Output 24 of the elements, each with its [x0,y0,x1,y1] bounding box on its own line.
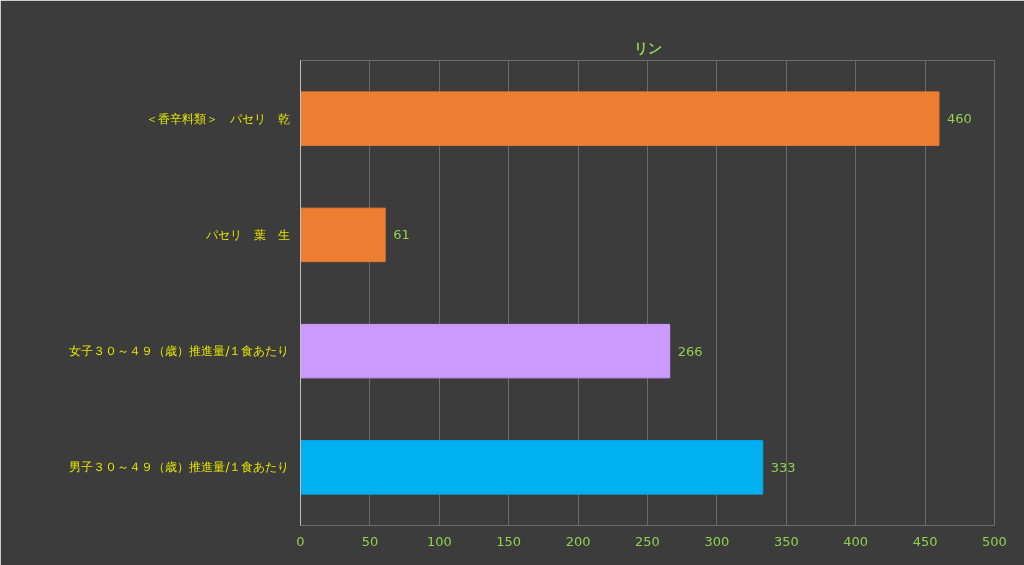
y-tick-label: ＜香辛料類＞ パセリ 乾 [145,111,290,126]
x-tick-label: 250 [635,533,660,549]
x-tick-label: 0 [296,533,305,549]
x-tick-label: 400 [843,533,869,549]
data-label: 460 [946,111,972,127]
y-tick-label: 男子３０～４９（歳）推進量/１食あたり [69,460,290,475]
x-tick-label: 350 [773,533,799,549]
x-tick-label: 300 [704,533,730,549]
chart-title: リン [633,39,662,56]
x-tick-label: 200 [565,533,591,549]
y-tick-label: 女子３０～４９（歳）推進量/１食あたり [69,344,290,359]
x-tick-label: 50 [361,533,379,549]
bar [300,91,940,146]
data-label: 333 [770,459,796,475]
bar [300,323,671,379]
x-tick-label: 500 [982,533,1007,549]
x-tick-label: 450 [912,533,938,549]
bar [300,440,764,495]
data-label: 61 [393,227,410,243]
bar [300,207,386,263]
x-tick-label: 100 [426,533,452,549]
y-tick-label: パセリ 葉 生 [204,227,290,242]
data-label: 266 [677,343,703,359]
x-tick-label: 150 [496,533,522,549]
